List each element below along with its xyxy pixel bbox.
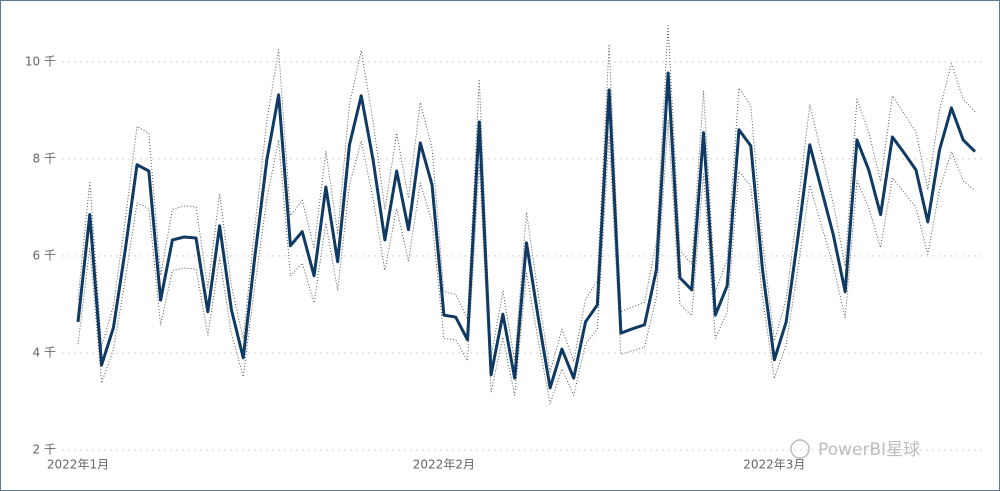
x-tick-label: 2022年3月 [743,458,805,472]
y-tick-label: 6 千 [33,248,56,262]
watermark: PowerBI星球 [790,439,920,460]
y-tick-label: 10 千 [25,54,56,68]
line [76,71,977,390]
x-tick-label: 2022年1月 [47,458,109,472]
y-tick-label: 2 千 [33,443,56,457]
y-tick-label: 8 千 [33,151,56,165]
x-tick-label: 2022年2月 [413,458,475,472]
y-tick-label: 4 千 [33,345,56,359]
bound-line [77,120,976,405]
watermark-text: PowerBI星球 [818,440,920,460]
bound-line [77,24,976,373]
watermark-icon [790,439,810,459]
